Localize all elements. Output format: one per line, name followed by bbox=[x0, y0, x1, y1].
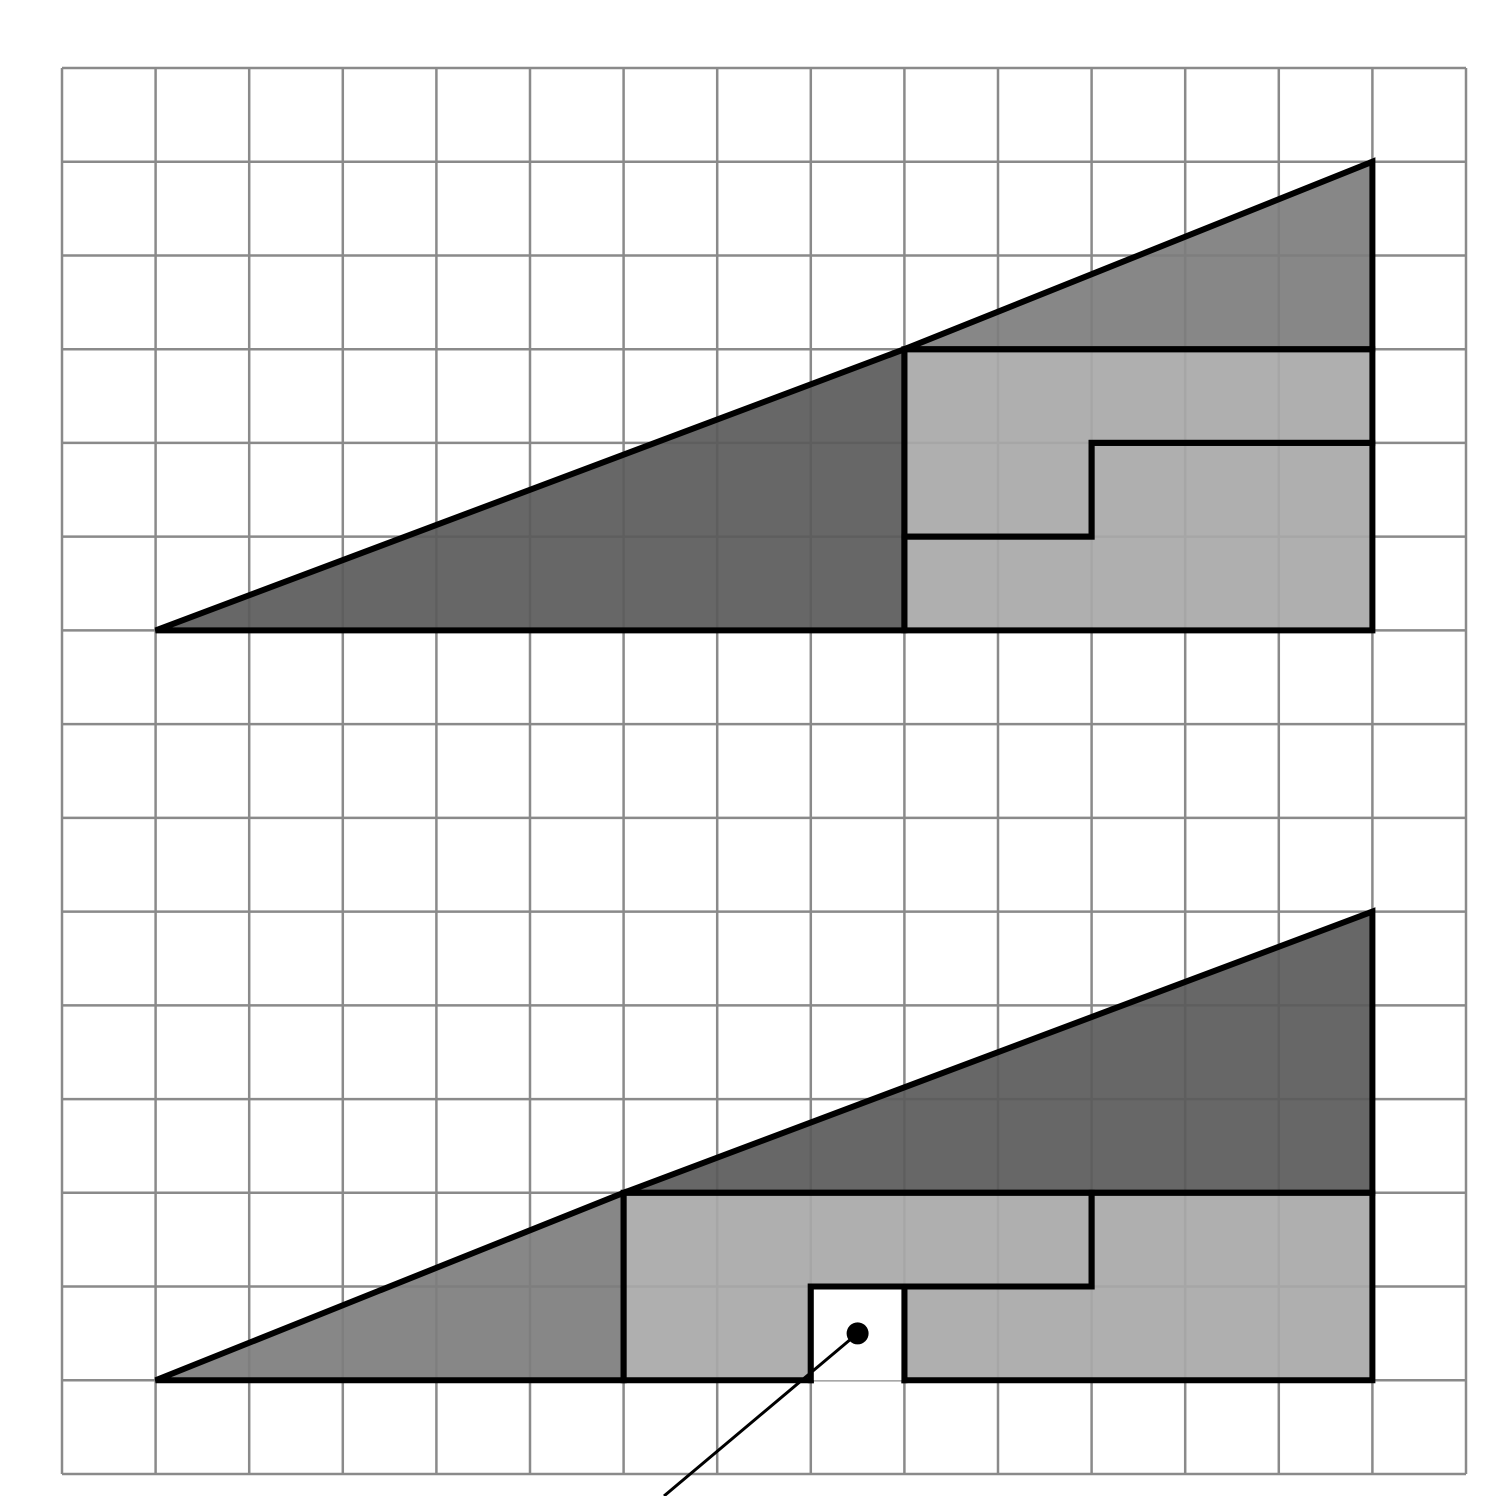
hole-dot bbox=[846, 1322, 869, 1345]
l-shape-right-fill bbox=[904, 1192, 1373, 1381]
l-shape-upper-fill bbox=[904, 349, 1373, 537]
hole-marker bbox=[663, 1322, 869, 1496]
top-arrangement bbox=[154, 157, 1376, 634]
bottom-arrangement bbox=[154, 907, 1376, 1384]
l-shape-lower-outline bbox=[901, 439, 1376, 634]
pointer-line bbox=[663, 1332, 859, 1496]
hole-outline bbox=[807, 1283, 908, 1384]
l-shape-lower-fill bbox=[904, 442, 1373, 631]
l-shape-left-fill bbox=[623, 1192, 1092, 1381]
